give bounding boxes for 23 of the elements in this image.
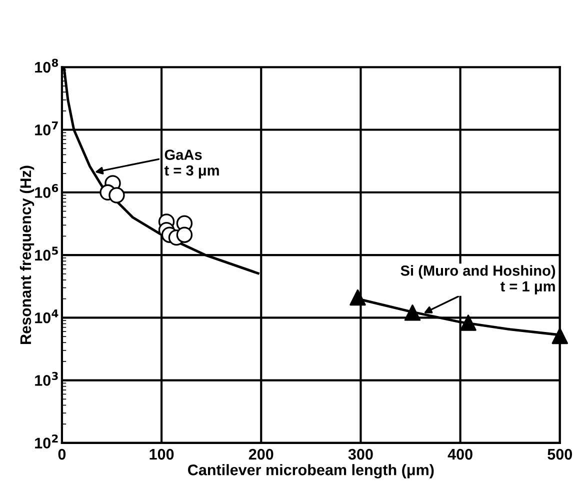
x-axis-title: Cantilever microbeam length (μm) [188,464,434,478]
point [404,304,421,321]
annotation: GaAs t = 3 μm [164,150,219,178]
y-axis-title: Resonant frequency (Hz) [20,166,34,344]
y-tick-label: 10$^{4}$ [35,309,58,324]
y-tick-label: 10$^{8}$ [35,58,58,73]
point [108,187,125,204]
y-tick-label: 10$^{2}$ [35,434,58,448]
point [176,226,193,243]
point [350,289,366,306]
x-tick-label: 200 [248,448,274,460]
annotation: Si (Muro and Hoshino) t = 1 μm [400,265,556,294]
y-tick-label: 10$^{5}$ [35,246,58,261]
point [460,314,476,331]
y-tick-label: 10$^{7}$ [35,122,58,136]
point [552,328,568,344]
x-tick-label: 400 [448,448,472,460]
x-tick-label: 500 [548,448,572,460]
y-tick-label: 10$^{3}$ [35,372,58,386]
y-tick-label: 10$^{6}$ [35,184,58,198]
x-tick-label: 300 [348,448,373,460]
x-tick-label: 100 [150,448,174,460]
x-tick-label: 0 [58,448,66,460]
